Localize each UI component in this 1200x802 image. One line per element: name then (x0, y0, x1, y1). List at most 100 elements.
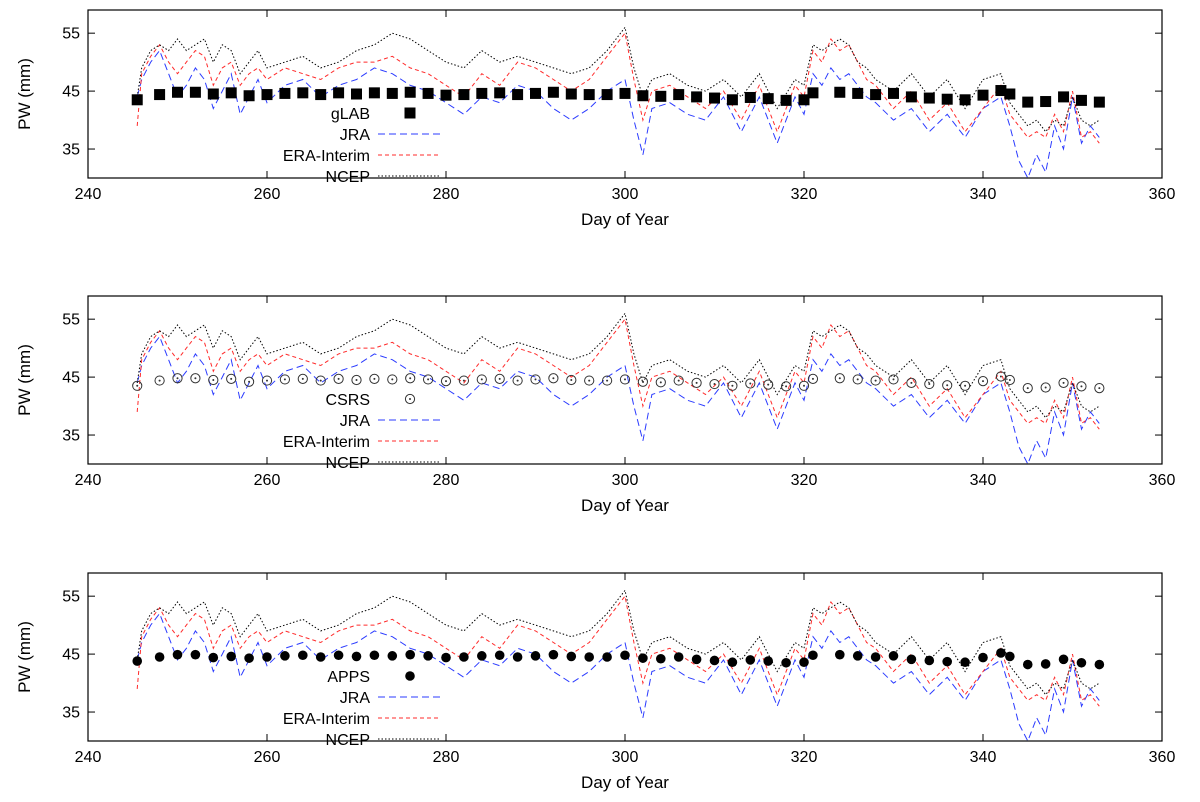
point-glab (172, 86, 183, 98)
x-axis-label: Day of Year (581, 210, 669, 229)
point-apps (315, 652, 326, 662)
point-csrs (476, 374, 487, 385)
point-csrs-dot (982, 380, 984, 383)
y-tick-label: 45 (62, 647, 80, 664)
legend-marker-dot (409, 398, 411, 400)
point-csrs (834, 373, 845, 384)
point-glab (959, 94, 971, 106)
series-glab (131, 85, 1105, 108)
point-apps (1058, 654, 1069, 665)
x-tick-label: 280 (433, 749, 460, 766)
plot-area (132, 589, 1105, 741)
point-apps (1094, 659, 1105, 670)
point-glab (422, 87, 434, 99)
point-apps (1040, 659, 1051, 669)
x-tick-label: 260 (254, 749, 281, 766)
y-tick-label: 55 (62, 589, 80, 606)
point-glab (1093, 96, 1105, 108)
point-glab (834, 86, 846, 98)
y-tick-label: 35 (62, 705, 80, 722)
legend-label: NCEP (326, 169, 370, 186)
point-glab (762, 93, 774, 105)
legend: APPS JRA ERA-Interim NCEP (283, 669, 440, 749)
point-apps (870, 652, 881, 662)
point-glab (530, 87, 541, 99)
point-csrs-dot (874, 379, 877, 382)
series-ncep (136, 589, 1100, 696)
point-apps (960, 657, 970, 668)
point-apps (459, 652, 469, 662)
point-csrs-dot (811, 377, 814, 380)
point-glab (297, 87, 309, 99)
point-csrs-dot (1098, 387, 1101, 390)
point-apps (584, 652, 594, 662)
y-axis-label: PW (mm) (15, 344, 34, 416)
point-csrs (244, 376, 255, 387)
point-glab (807, 87, 819, 99)
y-axis-label: PW (mm) (15, 621, 34, 693)
legend-marker (404, 107, 416, 119)
point-csrs-dot (1044, 386, 1047, 389)
point-glab (189, 86, 201, 98)
x-tick-label: 320 (791, 186, 818, 203)
point-apps (799, 657, 809, 668)
point-csrs (924, 378, 935, 390)
point-csrs (387, 374, 398, 385)
point-glab (154, 89, 166, 101)
point-glab (995, 85, 1007, 97)
point-apps (745, 655, 756, 665)
point-csrs (1076, 381, 1087, 392)
x-tick-label: 320 (791, 472, 818, 489)
point-apps (405, 649, 416, 660)
point-csrs (709, 378, 720, 390)
plot-area (131, 26, 1105, 178)
point-apps (244, 653, 254, 663)
point-apps (369, 650, 380, 661)
point-apps (996, 648, 1006, 658)
x-tick-label: 260 (254, 472, 281, 489)
point-csrs (261, 375, 273, 386)
legend-marker (405, 671, 415, 681)
point-csrs (333, 373, 344, 384)
x-tick-label: 300 (612, 749, 639, 766)
point-glab (1058, 91, 1070, 103)
point-apps (835, 649, 845, 660)
x-tick-label: 240 (75, 186, 102, 203)
point-csrs-dot (534, 378, 537, 381)
point-apps (154, 652, 165, 662)
point-csrs (279, 374, 290, 385)
point-csrs-dot (731, 384, 734, 387)
panel-1: 240 260 280 300 320 340 360 35 45 55 Day of Year PW… (15, 9, 1175, 229)
point-apps (808, 650, 818, 661)
point-csrs-dot (713, 383, 716, 386)
point-csrs-dot (212, 379, 215, 381)
point-glab (870, 89, 882, 101)
point-csrs-dot (641, 380, 644, 383)
x-tick-label: 320 (791, 749, 818, 766)
legend-label: APPS (327, 669, 370, 686)
legend-label: gLAB (331, 106, 370, 123)
point-csrs (619, 374, 631, 385)
legend-label: ERA-Interim (283, 711, 370, 728)
x-tick-label: 280 (433, 186, 460, 203)
point-glab (1004, 88, 1016, 100)
point-csrs (351, 374, 362, 386)
point-glab (619, 87, 631, 99)
point-csrs-dot (136, 384, 139, 387)
series-jra (136, 335, 1100, 464)
point-csrs-dot (266, 379, 268, 382)
x-tick-label: 360 (1149, 472, 1176, 489)
point-apps (620, 650, 630, 661)
point-csrs (369, 373, 380, 384)
point-csrs-dot (1062, 381, 1065, 384)
point-csrs (154, 375, 165, 386)
point-csrs-dot (462, 379, 465, 382)
point-csrs-dot (552, 377, 555, 380)
point-csrs-dot (1008, 379, 1011, 381)
point-csrs (566, 374, 577, 386)
point-glab (1022, 96, 1034, 108)
point-csrs-dot (301, 377, 304, 380)
point-csrs-dot (248, 380, 251, 383)
point-glab (655, 90, 667, 102)
